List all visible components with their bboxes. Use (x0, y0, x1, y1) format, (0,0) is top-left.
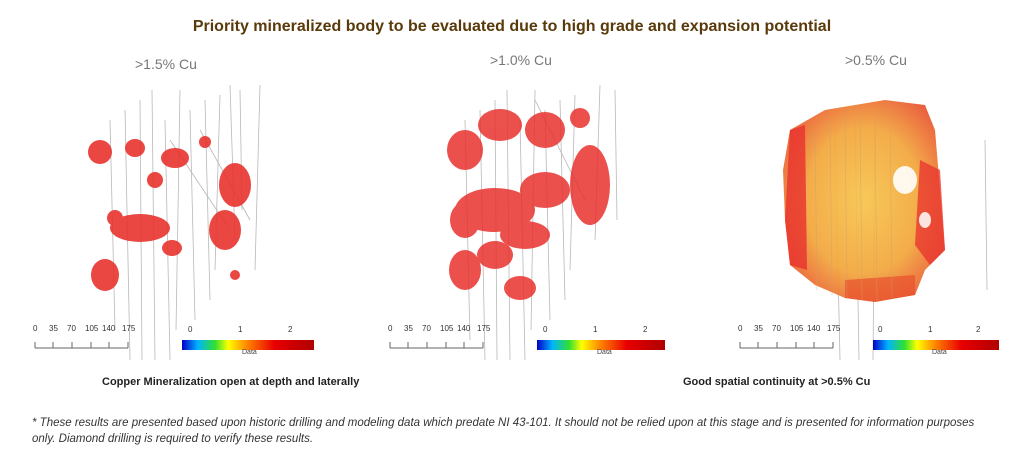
colorbar-tick: 0 (878, 325, 883, 334)
model-view-0-5-cu (735, 70, 1024, 360)
colorbar-ticks-1: 0 1 2 (186, 325, 326, 337)
drillhole-model-render (389, 84, 665, 360)
panel-label-0-5-cu: >0.5% Cu (845, 52, 907, 68)
caption-right: Good spatial continuity at >0.5% Cu (683, 376, 871, 388)
colorbar-tick: 2 (643, 325, 648, 334)
scale-tick: 0 (738, 324, 743, 333)
colorbar-ticks-2: 0 1 2 (541, 325, 681, 337)
distance-scale-labels-2: 0 35 70 105 140 175 (385, 324, 495, 336)
model-view-1-5-cu (30, 70, 330, 360)
scale-tick: 35 (404, 324, 413, 333)
scale-tick: 140 (807, 324, 821, 333)
scale-tick: 175 (122, 324, 136, 333)
scale-tick: 0 (33, 324, 38, 333)
scale-tick: 175 (827, 324, 841, 333)
colorbar-tick: 1 (928, 325, 933, 334)
colorbar-label-2: Data (597, 349, 612, 356)
colorbar-label-1: Data (242, 349, 257, 356)
scale-tick: 140 (102, 324, 116, 333)
colorbar-tick: 0 (543, 325, 548, 334)
colorbar-tick: 2 (976, 325, 981, 334)
scale-tick: 70 (422, 324, 431, 333)
scale-tick: 35 (49, 324, 58, 333)
colorbar-ticks-3: 0 1 2 (876, 325, 1016, 337)
scale-tick: 105 (790, 324, 804, 333)
scale-tick: 70 (772, 324, 781, 333)
colorbar-tick: 1 (238, 325, 243, 334)
scale-tick: 35 (754, 324, 763, 333)
colorbar-tick: 2 (288, 325, 293, 334)
page-title: Priority mineralized body to be evaluate… (192, 18, 832, 35)
scale-tick: 175 (477, 324, 491, 333)
drillhole-model-render (34, 84, 314, 360)
panel-label-1-5-cu: >1.5% Cu (135, 56, 197, 72)
distance-scale-labels-1: 0 35 70 105 140 175 (30, 324, 140, 336)
scale-tick: 0 (388, 324, 393, 333)
colorbar-label-3: Data (932, 349, 947, 356)
scale-tick: 70 (67, 324, 76, 333)
model-view-1-0-cu (385, 70, 685, 360)
disclaimer-footnote: * These results are presented based upon… (32, 417, 975, 445)
colorbar-tick: 0 (188, 325, 193, 334)
panel-label-1-0-cu: >1.0% Cu (490, 52, 552, 68)
scale-tick: 105 (85, 324, 99, 333)
scale-tick: 105 (440, 324, 454, 333)
distance-scale-labels-3: 0 35 70 105 140 175 (735, 324, 845, 336)
drillhole-model-render (739, 100, 999, 360)
scale-tick: 140 (457, 324, 471, 333)
caption-left: Copper Mineralization open at depth and … (102, 376, 360, 388)
colorbar-tick: 1 (593, 325, 598, 334)
